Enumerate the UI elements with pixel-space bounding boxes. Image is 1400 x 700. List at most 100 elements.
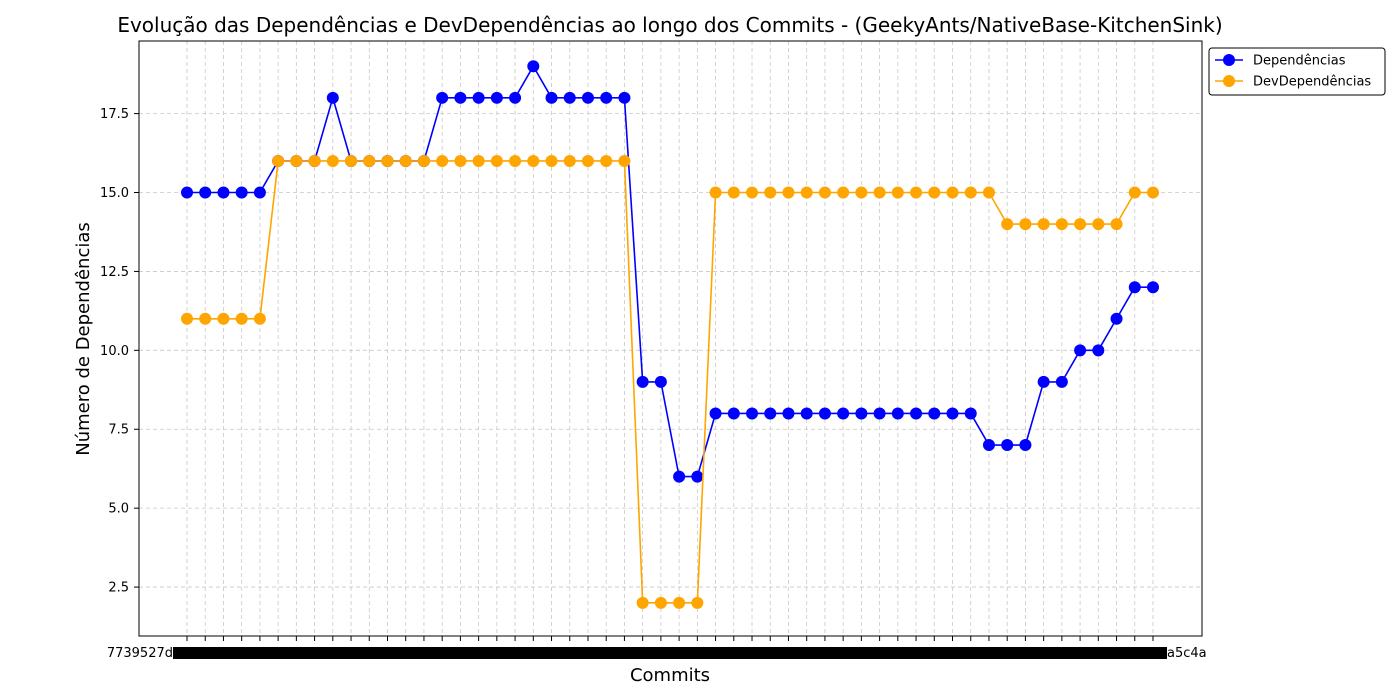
x-tick-label-first: 7739527d — [107, 646, 173, 661]
data-point-1 — [910, 186, 923, 199]
data-point-0 — [800, 407, 813, 420]
data-point-1 — [272, 154, 285, 167]
data-point-1 — [654, 596, 667, 609]
data-point-1 — [454, 154, 467, 167]
data-point-1 — [1001, 218, 1014, 231]
data-point-0 — [891, 407, 904, 420]
data-point-1 — [581, 154, 594, 167]
data-point-1 — [490, 154, 503, 167]
data-point-1 — [181, 312, 193, 325]
data-point-1 — [782, 186, 795, 199]
x-axis-label: Commits — [630, 665, 710, 686]
data-point-0 — [928, 407, 941, 420]
x-tick-label-last: a5c4a — [1167, 646, 1207, 661]
data-point-0 — [946, 407, 959, 420]
data-point-0 — [581, 91, 594, 104]
y-axis-label: Número de Dependências — [73, 222, 94, 456]
y-tick-label: 2.5 — [108, 581, 129, 596]
data-point-0 — [1001, 439, 1014, 452]
data-point-1 — [709, 186, 722, 199]
legend-marker-1 — [1223, 75, 1235, 87]
data-point-0 — [855, 407, 868, 420]
data-point-1 — [326, 154, 339, 167]
data-point-1 — [417, 154, 430, 167]
data-point-1 — [891, 186, 904, 199]
data-point-0 — [436, 91, 449, 104]
legend-label-1: DevDependências — [1253, 75, 1371, 90]
legend-marker-0 — [1223, 54, 1235, 66]
data-point-1 — [600, 154, 613, 167]
data-point-1 — [563, 154, 576, 167]
data-point-1 — [1147, 186, 1159, 199]
data-point-1 — [746, 186, 759, 199]
data-point-0 — [181, 186, 193, 199]
data-point-1 — [964, 186, 977, 199]
data-point-0 — [818, 407, 831, 420]
data-point-0 — [873, 407, 886, 420]
y-tick-label: 10.0 — [100, 344, 129, 359]
data-point-1 — [436, 154, 449, 167]
x-tick-labels-overlap — [173, 647, 1167, 659]
data-point-1 — [235, 312, 248, 325]
data-point-0 — [1055, 375, 1068, 388]
data-point-1 — [527, 154, 540, 167]
data-point-0 — [618, 91, 631, 104]
data-point-0 — [691, 470, 704, 483]
data-point-1 — [1037, 218, 1050, 231]
data-point-1 — [399, 154, 412, 167]
data-point-0 — [1110, 312, 1123, 325]
data-point-1 — [1055, 218, 1068, 231]
data-point-1 — [545, 154, 558, 167]
y-tick-label: 12.5 — [100, 265, 129, 280]
data-point-0 — [235, 186, 248, 199]
data-point-1 — [345, 154, 358, 167]
data-point-0 — [199, 186, 212, 199]
plot-frame — [138, 40, 1203, 637]
data-point-1 — [636, 596, 649, 609]
y-tick-label: 5.0 — [108, 502, 129, 517]
data-point-1 — [855, 186, 868, 199]
data-point-1 — [800, 186, 813, 199]
y-tick-label: 15.0 — [100, 186, 129, 201]
data-point-0 — [1092, 344, 1105, 357]
data-point-1 — [199, 312, 212, 325]
data-point-1 — [509, 154, 522, 167]
data-point-1 — [381, 154, 394, 167]
data-point-1 — [873, 186, 886, 199]
data-point-0 — [727, 407, 740, 420]
data-point-0 — [673, 470, 686, 483]
data-point-0 — [964, 407, 977, 420]
data-point-1 — [928, 186, 941, 199]
data-point-0 — [837, 407, 850, 420]
data-point-1 — [1128, 186, 1141, 199]
data-point-0 — [527, 60, 540, 73]
y-tick-label: 7.5 — [108, 423, 129, 438]
data-point-0 — [782, 407, 795, 420]
data-point-0 — [326, 91, 339, 104]
y-tick-label: 17.5 — [100, 107, 129, 122]
data-point-0 — [253, 186, 266, 199]
data-point-0 — [454, 91, 467, 104]
data-point-1 — [764, 186, 777, 199]
data-point-1 — [727, 186, 740, 199]
data-point-0 — [982, 439, 995, 452]
data-point-0 — [1037, 375, 1050, 388]
data-point-1 — [308, 154, 321, 167]
data-point-0 — [545, 91, 558, 104]
data-point-1 — [618, 154, 631, 167]
data-point-0 — [1019, 439, 1032, 452]
data-point-1 — [837, 186, 850, 199]
data-point-1 — [363, 154, 376, 167]
data-point-1 — [1019, 218, 1032, 231]
data-point-0 — [490, 91, 503, 104]
legend-box — [1208, 47, 1386, 96]
legend-label-0: Dependências — [1253, 54, 1346, 69]
data-point-0 — [600, 91, 613, 104]
data-point-1 — [290, 154, 303, 167]
data-point-0 — [636, 375, 649, 388]
data-point-1 — [1092, 218, 1105, 231]
legend: Dependências DevDependências — [1208, 47, 1386, 96]
plot-area: 2.5 5.0 7.5 10.0 12.5 15.0 17.5 7739527d a5c4a — [100, 40, 1207, 661]
data-point-1 — [217, 312, 230, 325]
